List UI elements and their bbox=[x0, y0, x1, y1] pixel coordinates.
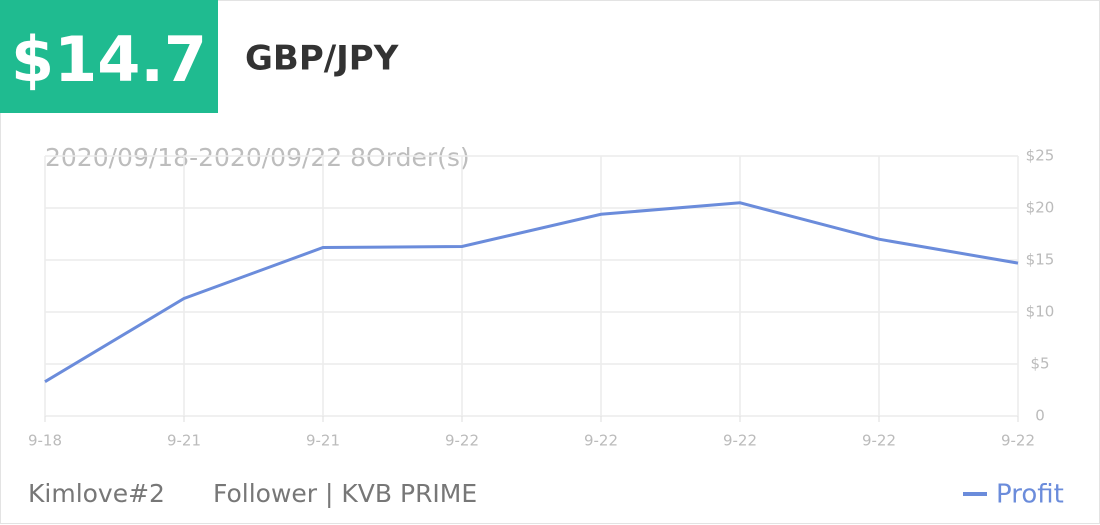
y-tick-label: 0 bbox=[1035, 407, 1045, 425]
pair: GBP/JPY bbox=[245, 39, 399, 79]
x-tick-label: 9-22 bbox=[862, 432, 896, 450]
user: Kimlove#2 bbox=[28, 479, 165, 508]
subtitle: 2020/09/18-2020/09/22 8Order(s) bbox=[45, 143, 470, 172]
y-tick-label: $20 bbox=[1026, 199, 1055, 217]
legend-label: Profit bbox=[996, 480, 1064, 510]
x-tick-label: 9-22 bbox=[445, 432, 479, 450]
y-tick-label: $15 bbox=[1026, 251, 1055, 269]
y-tick-label: $25 bbox=[1026, 147, 1055, 165]
profit-line bbox=[44, 201, 1019, 383]
amount: $14.7 bbox=[11, 23, 207, 96]
x-tick-label: 9-21 bbox=[167, 432, 201, 450]
y-tick-label: $5 bbox=[1030, 355, 1049, 373]
x-tick-label: 9-22 bbox=[1001, 432, 1035, 450]
x-tick-label: 9-22 bbox=[584, 432, 618, 450]
x-tick-label: 9-22 bbox=[723, 432, 757, 450]
y-tick-label: $10 bbox=[1026, 303, 1055, 321]
amount-badge bbox=[0, 0, 218, 113]
account: Follower | KVB PRIME bbox=[213, 479, 477, 508]
x-tick-label: 9-18 bbox=[28, 432, 62, 450]
x-tick-label: 9-21 bbox=[306, 432, 340, 450]
